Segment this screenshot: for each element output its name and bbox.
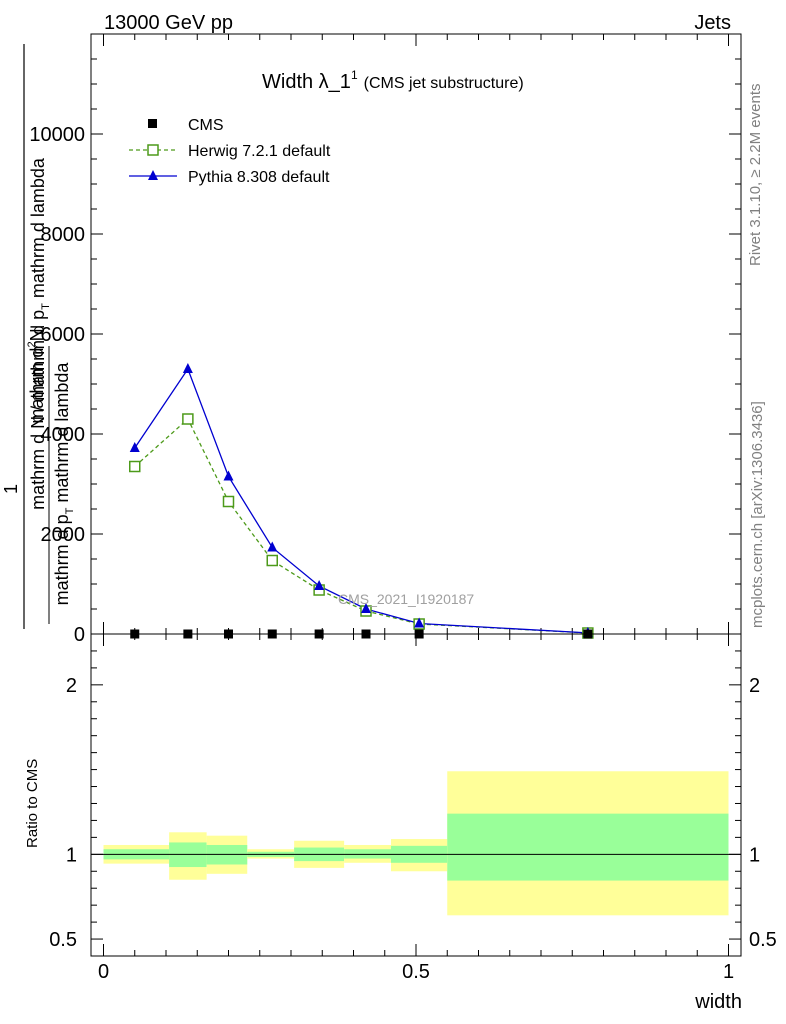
legend-cms-marker <box>148 119 157 128</box>
legend-cms-label: CMS <box>188 117 224 134</box>
rivet-label: Rivet 3.1.10, ≥ 2.2M events <box>747 84 764 267</box>
legend-herwig-label: Herwig 7.2.1 default <box>188 143 331 160</box>
herwig-point <box>182 413 194 425</box>
ratio-ylabel: Ratio to CMS <box>24 759 41 848</box>
ratio-xtick-label: 0 <box>98 961 109 983</box>
pythia-point <box>223 470 234 481</box>
pythia-point <box>129 442 140 452</box>
ratio-ytick-label-right: 2 <box>749 675 760 697</box>
main-ytick-label: 4000 <box>41 424 86 446</box>
legend-pythia-label: Pythia 8.308 default <box>188 169 330 186</box>
main-ytick-label: 8000 <box>41 224 86 246</box>
ratio-xlabel: width <box>694 991 742 1013</box>
ratio-xtick-label: 0.5 <box>402 961 430 983</box>
ratio-xtick-label: 1 <box>723 961 734 983</box>
pythia-line <box>134 367 588 634</box>
ratio-band-green <box>447 813 729 881</box>
mcplots-label: mcplots.cern.ch [arXiv:1306.3436] <box>749 401 766 628</box>
pythia-point <box>267 541 278 552</box>
ylabel-denominator: mathrm d N / mathrm d pT mathrm d lambda <box>28 157 52 510</box>
legend-pythia-marker <box>148 170 158 180</box>
ratio-ytick-label-right: 0.5 <box>749 929 777 951</box>
ylabel-numerator: 1 <box>1 484 21 494</box>
ylabel-top: mathrm d2N <box>26 328 47 423</box>
plot-title-sup: 1 <box>351 68 358 82</box>
herwig-point <box>129 460 141 473</box>
pythia-point <box>361 603 371 613</box>
herwig-line <box>134 417 588 634</box>
plot-title: Width λ_11 (CMS jet substructure) <box>262 68 524 93</box>
legend: CMS Herwig 7.2.1 default Pythia 8.308 de… <box>129 117 331 186</box>
herwig-point <box>266 554 278 567</box>
ylabel-bottom: mathrm d pT mathrm d lambda <box>52 362 76 606</box>
pythia-point <box>182 363 193 373</box>
pythia-point <box>314 580 325 590</box>
main-ylabel-frac: 1 mathrm d N / mathrm d pT mathrm d lamb… <box>1 44 52 629</box>
ratio-frame <box>90 633 742 957</box>
main-panel: 0 2000 4000 6000 8000 10000 <box>29 34 741 646</box>
main-ylabel: mathrm d2N mathrm d pT mathrm d lambda <box>26 328 76 624</box>
plot-title-small: (CMS jet substructure) <box>364 75 524 92</box>
header-right: Jets <box>694 12 731 34</box>
legend-herwig-marker <box>147 144 159 156</box>
ratio-ytick-label: 0.5 <box>49 929 77 951</box>
ratio-ytick-label: 2 <box>66 675 77 697</box>
ratio-ytick-label-right: 1 <box>749 844 760 866</box>
watermark: CMS_2021_I1920187 <box>338 591 474 607</box>
pythia-point <box>414 617 425 628</box>
ratio-panel: 0.5 0.5 1 1 2 2 0 0.5 1 <box>49 634 777 983</box>
header-left: 13000 GeV pp <box>104 12 233 34</box>
main-ytick-label: 2000 <box>41 524 86 546</box>
plot-title-main: Width λ_1 <box>262 71 351 93</box>
main-ytick-label: 10000 <box>29 124 85 146</box>
ratio-ytick-label: 1 <box>66 844 77 866</box>
main-ytick-label: 6000 <box>41 324 86 346</box>
herwig-point <box>222 495 235 508</box>
main-ytick-label: 0 <box>74 624 85 646</box>
